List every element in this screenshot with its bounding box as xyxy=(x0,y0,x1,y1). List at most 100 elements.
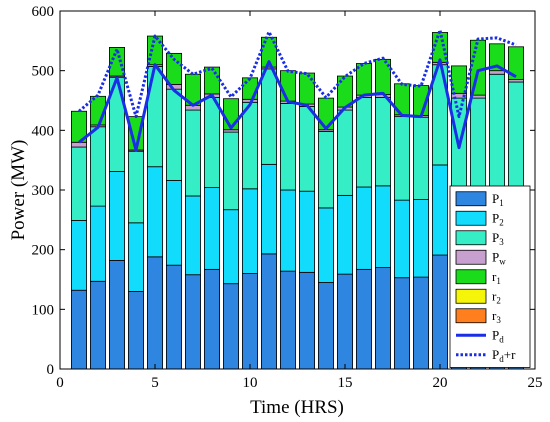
bar-segment-p1-17 xyxy=(374,267,391,370)
legend-swatch xyxy=(455,288,487,304)
bar-segment-r1-23 xyxy=(488,43,505,72)
bar-segment-r1-8 xyxy=(203,66,220,95)
bar-segment-p2-2 xyxy=(90,205,107,282)
bar-segment-p3-17 xyxy=(374,97,391,187)
bar-segment-p1-15 xyxy=(336,273,353,370)
legend-label: P1 xyxy=(492,191,504,208)
bar-segment-p1-16 xyxy=(355,268,372,370)
bar-segment-p2-14 xyxy=(317,207,334,283)
legend-swatch xyxy=(455,308,487,324)
bar-segment-p1-7 xyxy=(184,274,201,370)
bar-segment-p3-1 xyxy=(71,146,88,221)
x-tick-label: 5 xyxy=(151,375,159,391)
bar-segment-r1-14 xyxy=(317,97,334,131)
y-tick-label: 200 xyxy=(32,243,55,259)
bar-segment-p3-10 xyxy=(241,101,258,190)
bar-segment-p1-19 xyxy=(412,276,429,370)
bar-segment-p1-12 xyxy=(279,270,296,370)
bar-segment-p2-4 xyxy=(127,222,144,292)
bar-segment-p1-11 xyxy=(260,253,277,370)
legend-swatch xyxy=(455,210,487,226)
bar-segment-p2-20 xyxy=(431,164,448,256)
bar-segment-p2-6 xyxy=(165,180,182,266)
bar-segment-p3-11 xyxy=(260,68,277,165)
legend-label: Pd xyxy=(492,327,504,344)
y-tick-label: 600 xyxy=(32,4,55,20)
legend-swatch xyxy=(455,230,487,246)
bar-segment-p3-23 xyxy=(488,73,505,191)
x-tick-label: 15 xyxy=(338,375,353,391)
legend-label: P2 xyxy=(492,210,504,227)
legend-label: r3 xyxy=(492,308,501,325)
demand-lines xyxy=(78,28,517,152)
bar-segment-p2-18 xyxy=(393,199,410,279)
bar-segment-p1-8 xyxy=(203,268,220,370)
x-tick-label: 20 xyxy=(433,375,448,391)
bar-segment-r1-13 xyxy=(298,72,315,105)
bar-segment-p3-12 xyxy=(279,103,296,191)
x-tick-label: 10 xyxy=(243,375,258,391)
bar-segment-p3-9 xyxy=(222,131,239,211)
bar-segment-p2-8 xyxy=(203,187,220,270)
legend-swatch xyxy=(455,191,487,207)
bar-stacks xyxy=(71,32,524,370)
bar-segment-p1-3 xyxy=(109,260,126,370)
bar-segment-p2-16 xyxy=(355,186,372,270)
bar-segment-p3-13 xyxy=(298,106,315,192)
bar-segment-r1-24 xyxy=(507,46,524,81)
y-axis-title: Power (MW) xyxy=(8,140,29,241)
x-tick-label: 0 xyxy=(56,375,64,391)
bar-segment-p2-12 xyxy=(279,189,296,272)
x-axis-title: Time (HRS) xyxy=(250,397,344,418)
bar-segment-p1-4 xyxy=(127,291,144,370)
pd-line xyxy=(78,58,517,152)
bar-segment-p1-13 xyxy=(298,271,315,370)
bar-segment-p1-14 xyxy=(317,282,334,370)
bar-segment-p3-14 xyxy=(317,131,334,209)
bar-segment-p3-2 xyxy=(90,126,107,207)
y-tick-label: 0 xyxy=(47,362,55,378)
axis-ticks: 0 5 10 15 20 25 0 100 200 300 400 500 600 xyxy=(32,4,543,391)
legend-label: P3 xyxy=(492,230,504,247)
bar-segment-p1-10 xyxy=(241,273,258,370)
bar-segment-p2-1 xyxy=(71,220,88,291)
legend-label: r1 xyxy=(492,269,501,286)
bar-segment-p2-17 xyxy=(374,185,391,268)
legend-swatch xyxy=(455,269,487,285)
pd-plus-r-line xyxy=(78,28,517,119)
bar-segment-p1-18 xyxy=(393,277,410,370)
bar-segment-p2-10 xyxy=(241,188,258,274)
legend-label: Pd+r xyxy=(492,347,516,364)
bar-segment-p3-5 xyxy=(146,66,163,168)
bar-segment-r1-6 xyxy=(165,52,182,85)
y-tick-label: 300 xyxy=(32,183,55,199)
bar-segment-p3-18 xyxy=(393,116,410,201)
bar-segment-p2-13 xyxy=(298,190,315,273)
legend-label: r2 xyxy=(492,288,501,305)
bar-segment-p2-7 xyxy=(184,195,201,276)
bar-segment-p3-4 xyxy=(127,150,144,224)
bar-segment-p1-20 xyxy=(431,254,448,370)
bar-segment-p2-5 xyxy=(146,166,163,258)
bar-segment-r1-12 xyxy=(279,70,296,102)
bar-segment-p1-9 xyxy=(222,283,239,370)
bar-segment-p3-24 xyxy=(507,81,524,192)
bar-segment-p3-6 xyxy=(165,88,182,181)
legend: P1 P2 P3 Pw r1 r2 r3 Pd Pd+r xyxy=(449,185,531,368)
bar-segment-p1-6 xyxy=(165,264,182,370)
bar-segment-p3-15 xyxy=(336,109,353,196)
bar-segment-p1-5 xyxy=(146,256,163,370)
y-tick-label: 100 xyxy=(32,302,55,318)
bar-segment-p1-1 xyxy=(71,289,88,370)
x-tick-label: 25 xyxy=(528,375,543,391)
bar-segment-p2-19 xyxy=(412,199,429,278)
bar-segment-p2-3 xyxy=(109,171,126,261)
bar-segment-p2-9 xyxy=(222,209,239,285)
bar-segment-p3-19 xyxy=(412,116,429,200)
bar-segment-p3-8 xyxy=(203,97,220,189)
bar-segment-pw-23 xyxy=(488,70,505,75)
legend-swatch xyxy=(455,249,487,265)
bar-segment-r1-11 xyxy=(260,36,277,68)
y-tick-label: 500 xyxy=(32,64,55,80)
